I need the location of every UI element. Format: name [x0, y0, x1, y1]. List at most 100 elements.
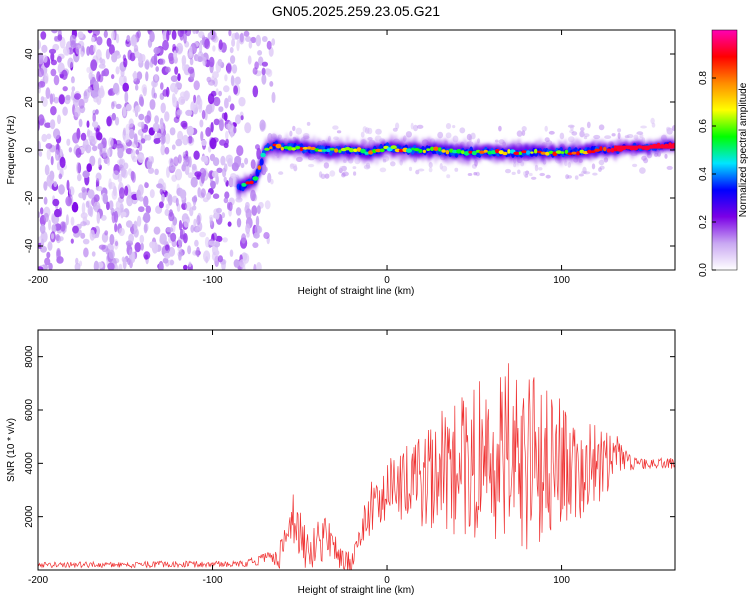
noise-blob — [193, 194, 198, 203]
noise-blob — [56, 249, 61, 261]
noise-blob — [166, 192, 171, 202]
noise-blob — [159, 188, 163, 195]
noise-blob — [93, 80, 100, 92]
noise-blob — [153, 226, 161, 235]
haze-blob — [329, 170, 336, 177]
noise-blob — [87, 86, 93, 93]
haze-blob — [565, 174, 569, 180]
haze-blob — [437, 131, 444, 139]
noise-blob — [165, 244, 169, 251]
noise-blob — [80, 232, 86, 239]
noise-blob — [130, 35, 138, 47]
noise-blob — [143, 195, 149, 208]
noise-blob — [96, 212, 101, 224]
noise-blob — [118, 263, 123, 270]
haze-blob — [568, 136, 575, 143]
noise-blob — [240, 115, 244, 121]
noise-blob — [48, 262, 53, 270]
haze-blob — [538, 167, 543, 171]
noise-blob — [95, 109, 99, 115]
noise-blob — [98, 157, 102, 165]
haze-blob — [640, 125, 647, 129]
track-core — [495, 148, 500, 154]
noise-blob — [161, 134, 165, 142]
noise-blob — [128, 128, 135, 140]
noise-blob — [182, 134, 189, 146]
noise-blob — [44, 72, 49, 85]
noise-blob — [108, 178, 112, 190]
noise-blob — [183, 233, 188, 244]
y-tick-label: 8000 — [24, 345, 35, 368]
noise-blob — [266, 40, 272, 50]
track-core — [438, 147, 442, 152]
noise-blob — [95, 186, 103, 192]
noise-blob — [188, 261, 192, 268]
noise-blob — [177, 154, 182, 164]
noise-blob — [114, 116, 120, 126]
noise-blob — [160, 102, 166, 114]
noise-blob — [253, 263, 257, 270]
haze-blob — [511, 171, 516, 175]
noise-blob — [92, 30, 100, 36]
noise-blob — [177, 130, 184, 142]
colorbar-tick-label: 0.6 — [698, 119, 709, 133]
y-tick-label: 20 — [24, 96, 35, 108]
noise-blob — [261, 67, 266, 76]
noise-blob — [154, 74, 158, 82]
noise-blob — [213, 77, 218, 87]
noise-blob — [178, 220, 183, 231]
noise-blob — [111, 112, 117, 121]
noise-blob — [220, 155, 226, 166]
noise-blob — [230, 75, 235, 87]
haze-blob — [545, 174, 551, 179]
track-core — [534, 148, 538, 154]
haze-blob — [578, 173, 584, 177]
track-core — [456, 149, 462, 154]
noise-blob — [231, 162, 239, 172]
track-core — [329, 148, 336, 151]
noise-blob — [239, 32, 244, 43]
colorbar-tick-label: 0.0 — [698, 263, 709, 277]
noise-blob — [252, 242, 259, 249]
noise-blob — [49, 119, 56, 130]
noise-blob — [146, 110, 152, 123]
haze-blob — [583, 136, 588, 140]
track-core — [257, 165, 262, 170]
noise-blob — [112, 170, 120, 181]
noise-blob — [140, 242, 144, 251]
noise-blob — [53, 181, 58, 188]
noise-blob — [59, 156, 66, 169]
noise-blob — [218, 106, 224, 113]
haze-blob — [592, 172, 598, 176]
noise-blob — [144, 60, 150, 70]
carrier-track — [236, 133, 675, 200]
noise-blob — [70, 40, 76, 48]
noise-blob — [212, 193, 220, 199]
noise-blob — [119, 187, 125, 200]
noise-blob — [192, 30, 197, 35]
noise-blob — [196, 246, 200, 258]
noise-blob — [81, 202, 86, 215]
haze-blob — [428, 167, 433, 173]
noise-blob — [93, 260, 99, 270]
noise-blob — [231, 38, 236, 47]
colorbar-tick-label: 0.2 — [698, 215, 709, 229]
noise-blob — [114, 223, 118, 233]
noise-blob — [222, 237, 228, 243]
haze-blob — [415, 169, 420, 175]
noise-blob — [185, 30, 192, 37]
noise-blob — [86, 163, 92, 173]
noise-blob — [245, 36, 252, 42]
track-core — [507, 149, 511, 154]
haze-blob — [632, 163, 638, 168]
noise-blob — [127, 257, 131, 266]
haze-blob — [395, 122, 400, 130]
track-core — [245, 181, 251, 185]
noise-blob — [182, 122, 188, 130]
noise-blob — [166, 30, 170, 42]
noise-blob — [44, 122, 52, 128]
noise-blob — [133, 220, 138, 231]
noise-blob — [239, 259, 246, 268]
haze-blob — [339, 165, 346, 172]
noise-blob — [82, 170, 90, 178]
